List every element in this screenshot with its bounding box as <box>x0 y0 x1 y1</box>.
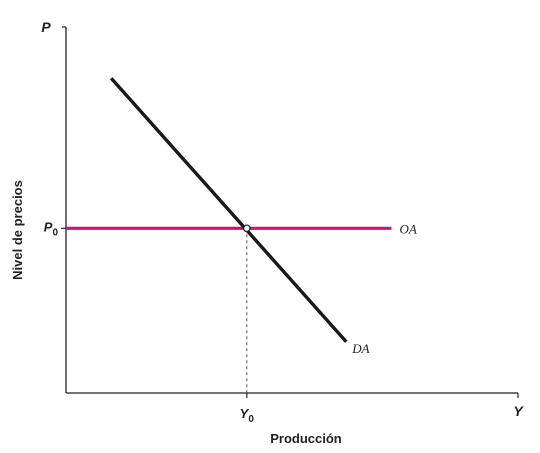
y-tick-label-p0: P0 <box>44 219 59 238</box>
x-tick-label-y0: Y0 <box>240 406 255 425</box>
x-tick-label-sub: 0 <box>248 414 254 425</box>
x-axis-variable: Y <box>513 403 524 419</box>
equilibrium-point <box>242 224 251 233</box>
x-axis-title: Producción <box>270 431 342 446</box>
y-axis-title: Nivel de precios <box>10 180 25 280</box>
series-label-oa: OA <box>399 221 416 236</box>
series-line-da <box>109 77 348 343</box>
y-tick-label-sub: 0 <box>52 227 58 238</box>
series-group <box>66 77 392 343</box>
y-tick-label-base: P <box>44 219 53 234</box>
series-label-da: DA <box>351 341 369 356</box>
y-axis-variable: P <box>41 19 51 35</box>
x-tick-label-base: Y <box>240 406 250 421</box>
